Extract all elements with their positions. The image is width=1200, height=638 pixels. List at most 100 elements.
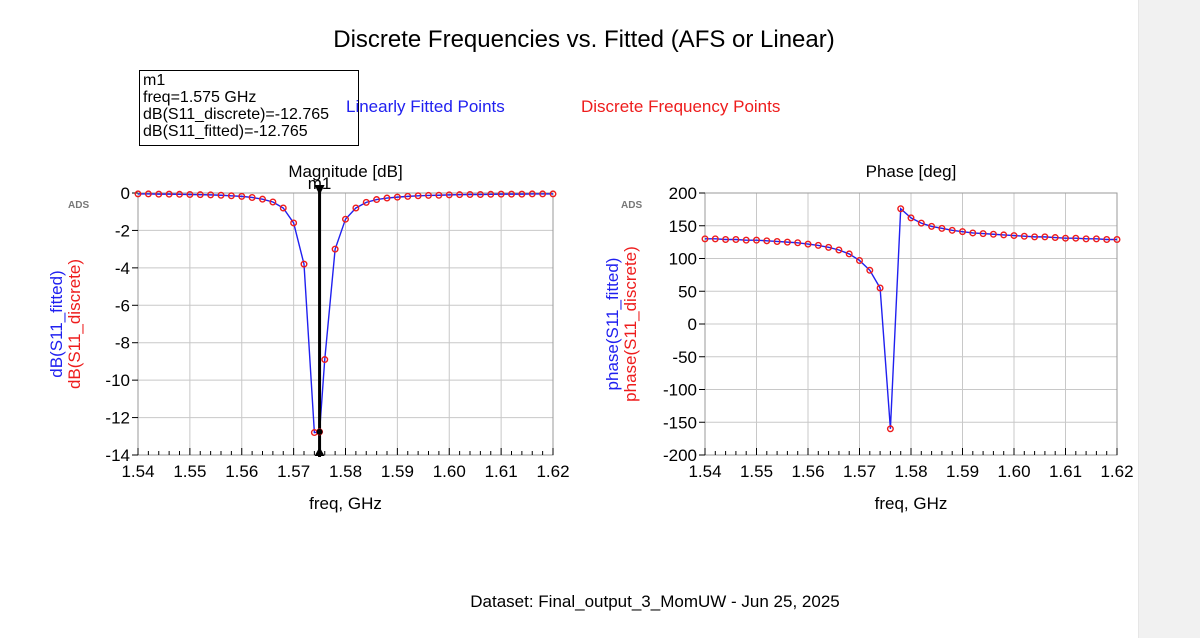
marker-readout-name: m1 [143,72,166,89]
discrete-data-point [711,235,719,243]
discrete-data-point [393,193,401,201]
discrete-data-point [722,236,730,244]
marker-label: m1 [308,174,332,193]
discrete-data-point [290,219,298,227]
discrete-data-point [456,191,464,199]
discrete-data-point [814,241,822,249]
discrete-data-point [845,250,853,258]
marker-top-arrow [314,185,325,195]
page-title: Discrete Frequencies vs. Fitted (AFS or … [333,26,835,53]
discrete-data-point [279,204,287,212]
y-axis-label-discrete: phase(S11_discrete) [621,246,640,402]
discrete-data-point [897,205,905,213]
x-tick-label: 1.56 [791,462,824,481]
discrete-data-point [856,256,864,264]
discrete-data-point [373,196,381,204]
discrete-data-point [783,238,791,246]
discrete-data-point [835,246,843,254]
discrete-data-point [1113,236,1121,244]
y-tick-label: 150 [669,217,697,236]
discrete-data-point [238,192,246,200]
y-tick-label: -100 [663,381,697,400]
y-tick-label: -4 [115,259,130,278]
discrete-data-point [979,230,987,238]
discrete-data-point [269,198,277,206]
discrete-data-point [989,230,997,238]
marker-readout-fitted: dB(S11_fitted)=-12.765 [143,123,308,140]
discrete-data-point [969,229,977,237]
discrete-data-point [732,236,740,244]
discrete-data-point [1010,232,1018,240]
discrete-data-point [876,284,884,292]
plot-subtitle: Magnitude [dB] [288,162,402,181]
discrete-data-point [342,215,350,223]
discrete-data-point [175,190,183,198]
window-side-strip [1138,0,1200,638]
y-tick-label: -12 [105,409,130,428]
discrete-data-point [227,192,235,200]
discrete-data-point [886,425,894,433]
discrete-data-point [248,193,256,201]
discrete-data-point [186,190,194,198]
discrete-data-point [907,214,915,222]
x-tick-label: 1.62 [536,462,569,481]
y-axis-label-discrete: dB(S11_discrete) [65,259,84,389]
discrete-data-point [1082,235,1090,243]
discrete-data-point [549,190,557,198]
discrete-data-point [383,194,391,202]
discrete-data-point [948,226,956,234]
y-tick-label: 200 [669,184,697,203]
y-tick-label: -14 [105,446,130,465]
x-tick-label: 1.61 [485,462,518,481]
x-tick-label: 1.57 [277,462,310,481]
legend-fitted: Linearly Fitted Points [346,97,505,116]
x-axis-label: freq, GHz [875,494,948,513]
x-tick-label: 1.60 [997,462,1030,481]
marker-readout-box[interactable]: m1 freq=1.575 GHz dB(S11_discrete)=-12.7… [139,70,359,146]
y-tick-label: -10 [105,371,130,390]
y-axis-label-fitted: dB(S11_fitted) [47,270,66,377]
x-tick-label: 1.60 [433,462,466,481]
y-tick-label: 50 [678,282,697,301]
discrete-data-point [1072,234,1080,242]
x-tick-label: 1.62 [1100,462,1133,481]
discrete-data-point [804,240,812,248]
discrete-data-point [1051,234,1059,242]
discrete-data-point [425,191,433,199]
discrete-data-point [528,190,536,198]
discrete-data-point [435,191,443,199]
y-tick-label: 0 [688,315,697,334]
discrete-data-point [259,195,267,203]
marker-readout-freq: freq=1.575 GHz [143,89,257,106]
discrete-data-point [497,190,505,198]
x-axis-label: freq, GHz [309,494,382,513]
discrete-data-point [1031,233,1039,241]
y-axis-label-fitted: phase(S11_fitted) [603,258,622,391]
y-tick-label: -150 [663,413,697,432]
discrete-data-point [487,190,495,198]
dataset-footer: Dataset: Final_output_3_MomUW - Jun 25, … [470,592,840,611]
discrete-data-point [1041,233,1049,241]
magnitude-plot[interactable]: 1.54 1.55 1.56 1.57 1.58 1.59 1.60 1.61 1.62 0 -2 -… [0,0,600,540]
ads-watermark: ADS [621,200,642,211]
y-tick-label: -200 [663,446,697,465]
discrete-data-point [321,356,329,364]
discrete-data-point [300,260,308,268]
y-tick-label: -6 [115,296,130,315]
discrete-data-point [352,204,360,212]
discrete-data-point [466,190,474,198]
plot-subtitle: Phase [deg] [866,162,957,181]
discrete-data-point [518,190,526,198]
x-tick-label: 1.54 [121,462,154,481]
discrete-data-point [1103,236,1111,244]
discrete-data-point [742,236,750,244]
discrete-data-point [144,190,152,198]
fitted-series-line [138,193,553,434]
discrete-data-point [134,190,142,198]
discrete-data-point [331,245,339,253]
phase-plot[interactable]: 1.54 1.55 1.56 1.57 1.58 1.59 1.60 1.61 1.62 200 1… [0,0,1160,540]
discrete-data-point [938,224,946,232]
discrete-data-point [753,236,761,244]
discrete-data-point [508,190,516,198]
discrete-data-point [928,222,936,230]
